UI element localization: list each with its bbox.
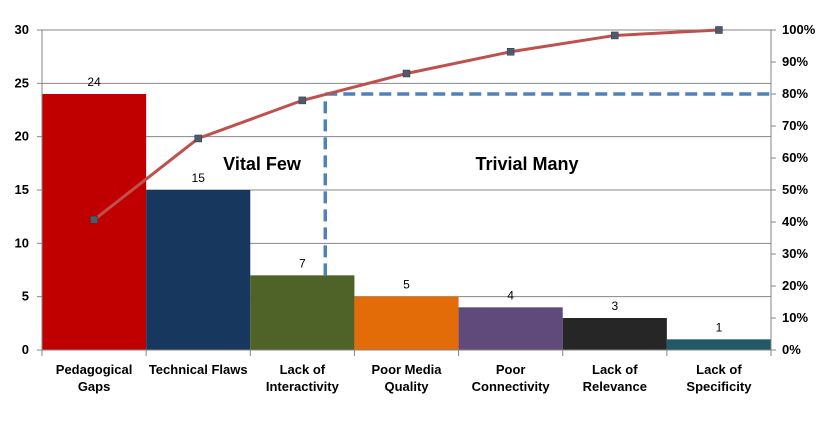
cumulative-point-6	[715, 26, 723, 34]
category-label-3-0: Poor Media	[371, 362, 442, 377]
cumulative-point-3	[402, 69, 411, 78]
data-label-4: 4	[507, 288, 514, 302]
category-label-3-1: Quality	[384, 379, 429, 394]
annotation-trivial-many: Trivial Many	[475, 154, 578, 174]
category-label-6-1: Specificity	[686, 379, 752, 394]
y2-tick-label-5: 50%	[782, 182, 808, 197]
y-tick-label-1: 5	[22, 289, 29, 304]
y-tick-label-5: 25	[15, 75, 29, 90]
y2-tick-label-9: 90%	[782, 54, 808, 69]
y2-tick-label-8: 80%	[782, 86, 808, 101]
threshold-lines	[323, 92, 771, 276]
cumulative-point-0	[90, 216, 98, 224]
y-tick-label-3: 15	[15, 182, 29, 197]
cumulative-point-5	[611, 31, 619, 40]
category-label-6-0: Lack of	[696, 362, 742, 377]
category-label-4-1: Connectivity	[472, 379, 551, 394]
cumulative-line	[90, 26, 723, 224]
data-label-2: 7	[299, 256, 306, 270]
bars	[42, 94, 771, 350]
y-tick-label-6: 30	[15, 22, 29, 37]
data-label-5: 3	[611, 299, 618, 313]
y-tick-label-0: 0	[22, 342, 29, 357]
category-label-5-1: Relevance	[583, 379, 647, 394]
cumulative-point-1	[194, 134, 202, 143]
cumulative-point-2	[298, 96, 307, 105]
y2-tick-label-1: 10%	[782, 310, 808, 325]
annotation-vital-few: Vital Few	[223, 154, 302, 174]
axes	[37, 29, 776, 356]
bar-6	[666, 339, 771, 350]
data-label-3: 5	[403, 278, 410, 292]
y2-tick-label-10: 100%	[782, 22, 816, 37]
category-label-2-1: Interactivity	[266, 379, 340, 394]
category-label-1-0: Technical Flaws	[149, 362, 248, 377]
y2-tick-label-0: 0%	[782, 342, 801, 357]
bar-2	[250, 275, 355, 350]
bar-3	[354, 296, 459, 350]
data-label-6: 1	[716, 320, 723, 334]
labels: 0510152025300%10%20%30%40%50%60%70%80%90…	[15, 22, 816, 394]
y-tick-label-4: 20	[15, 129, 29, 144]
y2-tick-label-2: 20%	[782, 278, 808, 293]
category-label-2-0: Lack of	[280, 362, 326, 377]
category-label-0-1: Gaps	[78, 379, 111, 394]
bar-4	[458, 307, 563, 350]
category-label-5-0: Lack of	[592, 362, 638, 377]
y-tick-label-2: 10	[15, 235, 29, 250]
data-label-1: 15	[192, 171, 206, 185]
y2-tick-label-6: 60%	[782, 150, 808, 165]
data-label-0: 24	[87, 75, 101, 89]
y2-tick-label-7: 70%	[782, 118, 808, 133]
cumulative-point-4	[506, 48, 515, 56]
bar-5	[562, 318, 667, 350]
category-label-4-0: Poor	[496, 362, 526, 377]
bar-1	[146, 190, 251, 350]
y2-tick-label-3: 30%	[782, 246, 808, 261]
y2-tick-label-4: 40%	[782, 214, 808, 229]
category-label-0-0: Pedagogical	[56, 362, 133, 377]
